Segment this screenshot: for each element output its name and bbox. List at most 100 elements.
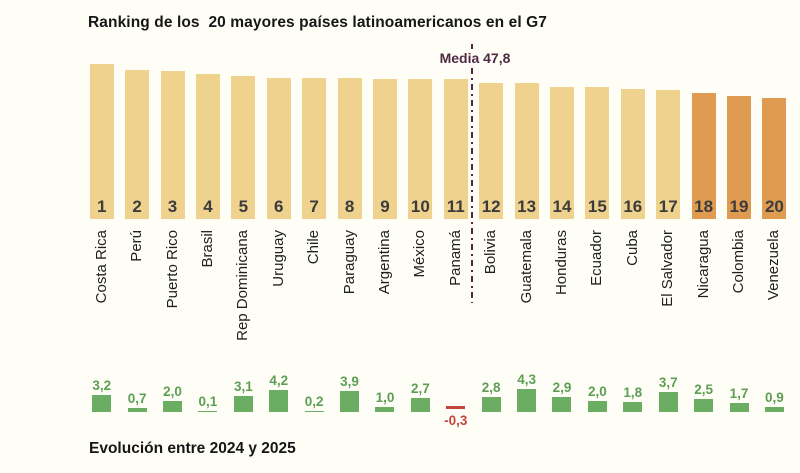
ranking-bar <box>727 96 752 219</box>
country-column: 11 Panamá -0,3 <box>438 0 473 473</box>
ranking-bar <box>585 87 610 219</box>
evolution-title: Evolución entre 2024 y 2025 <box>89 440 296 457</box>
country-column: 12 Bolivia 2,8 <box>473 0 508 473</box>
evolution-bar <box>304 411 324 412</box>
rank-number: 1 <box>96 197 107 216</box>
evolution-value: 1,0 <box>375 390 395 405</box>
evolution-bar <box>163 401 183 412</box>
media-average-label: Media 47,8 <box>439 50 511 66</box>
rank-number: 8 <box>344 197 355 216</box>
country-column: 6 Uruguay 4,2 <box>261 0 296 473</box>
chart-title: Ranking de los 20 mayores países latinoa… <box>88 14 548 31</box>
country-label: Rep Dominicana <box>234 230 252 341</box>
ranking-bar <box>691 93 716 219</box>
rank-number: 15 <box>587 197 607 216</box>
evolution-value: 0,7 <box>127 391 147 406</box>
ranking-bar <box>266 78 291 219</box>
rank-number: 17 <box>658 197 678 216</box>
country-column: 8 Paraguay 3,9 <box>332 0 367 473</box>
ranking-bar <box>160 71 185 219</box>
country-label: Panamá <box>446 230 464 286</box>
ranking-bar <box>125 70 150 219</box>
evolution-value: 0,9 <box>765 390 784 405</box>
evolution-bar <box>446 406 466 409</box>
evolution-value: 1,7 <box>729 386 749 401</box>
rank-number: 14 <box>552 197 572 216</box>
evolution-bar <box>658 392 678 412</box>
evolution-bar <box>694 399 714 412</box>
country-label: Argentina <box>375 230 393 295</box>
rank-number: 3 <box>167 197 178 216</box>
ranking-bar <box>620 89 645 219</box>
country-label: Nicaragua <box>694 230 712 299</box>
evolution-value: 2,8 <box>481 380 501 395</box>
rank-number: 6 <box>274 197 284 216</box>
country-column: 14 Honduras 2,9 <box>544 0 579 473</box>
evolution-bar <box>375 407 395 412</box>
ranking-bar <box>408 79 433 219</box>
ranking-bar <box>762 98 787 219</box>
rank-number: 4 <box>203 197 213 216</box>
ranking-bar <box>372 79 397 219</box>
country-label: Costa Rica <box>92 230 110 304</box>
country-label: Bolivia <box>482 230 500 275</box>
ranking-bar <box>231 76 256 219</box>
country-label: Chile <box>305 230 323 265</box>
evolution-value: 2,0 <box>588 384 607 399</box>
ranking-bar <box>514 83 539 219</box>
evolution-value: 0,1 <box>198 394 218 409</box>
rank-number: 12 <box>481 197 501 216</box>
evolution-bar <box>410 398 430 412</box>
ranking-bar <box>195 74 220 219</box>
evolution-value: 3,1 <box>233 379 253 394</box>
rank-number: 19 <box>729 197 749 216</box>
country-label: México <box>411 230 429 278</box>
evolution-bar <box>340 391 360 412</box>
rank-number: 20 <box>764 197 784 216</box>
evolution-value: 3,2 <box>92 378 112 393</box>
country-column: 2 Perú 0,7 <box>119 0 154 473</box>
country-column: 4 Brasil 0,1 <box>190 0 225 473</box>
rank-number: 9 <box>380 197 390 216</box>
ranking-bar <box>549 87 574 219</box>
country-column: 18 Nicaragua 2,5 <box>686 0 721 473</box>
ranking-bar <box>656 90 681 219</box>
evolution-value: 4,2 <box>269 373 289 388</box>
evolution-bar <box>127 408 147 412</box>
country-column: 5 Rep Dominicana 3,1 <box>226 0 261 473</box>
country-label: Cuba <box>623 230 641 266</box>
rank-number: 7 <box>309 197 319 216</box>
rank-number: 2 <box>132 197 142 216</box>
country-label: Perú <box>128 230 146 262</box>
evolution-value: -0,3 <box>444 413 468 428</box>
evolution-bar <box>517 389 537 412</box>
evolution-value: 4,3 <box>517 372 536 387</box>
evolution-value: 2,0 <box>163 384 182 399</box>
ranking-bar <box>89 64 114 219</box>
country-label: Colombia <box>730 230 748 294</box>
rank-number: 5 <box>238 197 249 216</box>
rank-number: 16 <box>623 197 643 216</box>
evolution-bar <box>198 411 218 412</box>
evolution-bar <box>481 397 501 412</box>
country-label: Venezuela <box>765 230 783 301</box>
evolution-value: 2,7 <box>410 381 430 396</box>
country-label: Uruguay <box>269 230 287 287</box>
rank-number: 18 <box>694 197 714 216</box>
evolution-value: 0,2 <box>304 394 324 409</box>
country-column: 15 Ecuador 2,0 <box>580 0 615 473</box>
country-column: 17 El Salvador 3,7 <box>651 0 686 473</box>
country-label: Ecuador <box>588 230 606 286</box>
country-label: Guatemala <box>517 230 535 304</box>
bars-area: 1 Costa Rica 3,2 2 Perú 0,7 3 Puerto Rico 2,0 4 Br… <box>84 0 792 473</box>
country-column: 13 Guatemala 4,3 <box>509 0 544 473</box>
country-column: 20 Venezuela 0,9 <box>757 0 792 473</box>
evolution-bar <box>92 395 112 412</box>
ranking-bar <box>337 78 362 219</box>
country-label: El Salvador <box>659 230 677 307</box>
rank-number: 13 <box>517 197 537 216</box>
ranking-bar <box>443 79 468 219</box>
country-column: 16 Cuba 1,8 <box>615 0 650 473</box>
evolution-bar <box>587 401 607 412</box>
